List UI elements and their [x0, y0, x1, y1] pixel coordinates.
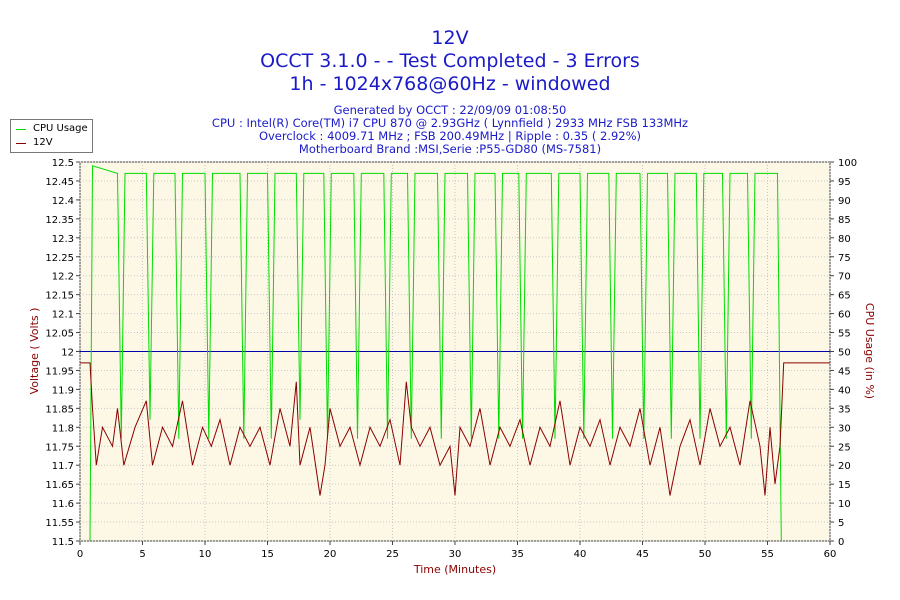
y-right-tick-label: 100 [838, 158, 857, 169]
y-right-tick-label: 0 [838, 537, 844, 548]
x-tick-label: 20 [324, 549, 337, 560]
y-left-tick-label: 12.35 [45, 215, 74, 226]
y-left-tick-label: 12.2 [52, 272, 74, 283]
x-axis-label: Time (Minutes) [413, 563, 496, 576]
y-left-tick-label: 12.5 [52, 158, 74, 169]
info-motherboard: Motherboard Brand :MSI,Serie :P55-GD80 (… [298, 142, 602, 156]
y-right-tick-label: 75 [838, 253, 851, 264]
y-right-tick-label: 85 [838, 215, 851, 226]
y-left-tick-label: 11.85 [45, 404, 74, 415]
y-left-tick-label: 12.05 [45, 329, 74, 340]
x-tick-label: 5 [139, 549, 145, 560]
legend: CPU Usage 12V [10, 119, 93, 153]
chart-title: 12V [431, 27, 469, 49]
y-left-tick-label: 11.95 [45, 366, 74, 377]
series-line-cpu-usage [89, 165, 782, 542]
y-left-tick-label: 11.6 [52, 499, 74, 510]
y-left-tick-label: 11.65 [45, 480, 74, 491]
y-left-tick-label: 12.45 [45, 177, 74, 188]
x-tick-label: 50 [699, 549, 712, 560]
y-left-tick-label: 12.4 [52, 196, 74, 207]
x-tick-label: 0 [77, 549, 83, 560]
y-left-tick-label: 11.5 [52, 537, 74, 548]
x-tick-label: 55 [761, 549, 774, 560]
y-right-tick-label: 30 [838, 423, 851, 434]
y-right-tick-label: 10 [838, 499, 851, 510]
y-right-tick-label: 90 [838, 196, 851, 207]
info-cpu: CPU : Intel(R) Core(TM) i7 CPU 870 @ 2.9… [211, 116, 689, 130]
y-right-tick-label: 25 [838, 442, 851, 453]
x-tick-label: 10 [199, 549, 212, 560]
series-group [80, 165, 830, 542]
info-generated: Generated by OCCT : 22/09/09 01:08:50 [333, 103, 567, 117]
x-tick-label: 60 [824, 549, 837, 560]
x-tick-label: 30 [449, 549, 462, 560]
y-right-tick-label: 50 [838, 348, 851, 359]
y-right-tick-label: 45 [838, 366, 851, 377]
legend-swatch-cpu-usage [16, 129, 26, 130]
chart-subtitle-status: OCCT 3.1.0 - - Test Completed - 3 Errors [260, 50, 640, 72]
axis-ticks: 11.5 11.55 11.6 11.65 11.7 11.75 11.8 11.85 11.9… [45, 158, 857, 560]
y-right-tick-label: 80 [838, 234, 851, 245]
legend-swatch-12v [16, 143, 26, 144]
y-left-tick-label: 12 [61, 348, 74, 359]
y-left-tick-label: 12.1 [52, 310, 74, 321]
y-right-tick-label: 15 [838, 480, 851, 491]
x-tick-label: 25 [386, 549, 399, 560]
y-right-tick-label: 20 [838, 461, 851, 472]
y-left-tick-label: 12.15 [45, 291, 74, 302]
chart-subtitle-mode: 1h - 1024x768@60Hz - windowed [289, 73, 611, 95]
y-left-tick-label: 11.55 [45, 518, 74, 529]
series-line-12v [80, 362, 830, 496]
x-tick-label: 35 [511, 549, 524, 560]
y-right-tick-label: 40 [838, 385, 851, 396]
y-right-tick-label: 65 [838, 291, 851, 302]
y-right-tick-label: 5 [838, 518, 844, 529]
legend-label-12v: 12V [33, 137, 53, 148]
y-left-tick-label: 11.7 [52, 461, 74, 472]
y-left-tick-label: 11.9 [52, 385, 74, 396]
x-tick-label: 45 [636, 549, 649, 560]
y-left-tick-label: 12.25 [45, 253, 74, 264]
y-right-tick-label: 70 [838, 272, 851, 283]
y-right-tick-label: 55 [838, 329, 851, 340]
y-left-tick-label: 11.8 [52, 423, 74, 434]
y-axis-right-label: CPU Usage (in %) [863, 303, 876, 399]
y-axis-left-label: Voltage ( Volts ) [28, 308, 41, 395]
y-left-tick-label: 11.75 [45, 442, 74, 453]
y-right-tick-label: 60 [838, 310, 851, 321]
legend-label-cpu-usage: CPU Usage [33, 123, 88, 134]
info-overclock: Overclock : 4009.71 MHz ; FSB 200.49MHz … [258, 129, 642, 143]
y-right-tick-label: 35 [838, 404, 851, 415]
x-tick-label: 15 [261, 549, 274, 560]
y-right-tick-label: 95 [838, 177, 851, 188]
y-left-tick-label: 12.3 [52, 234, 74, 245]
x-tick-label: 40 [574, 549, 587, 560]
